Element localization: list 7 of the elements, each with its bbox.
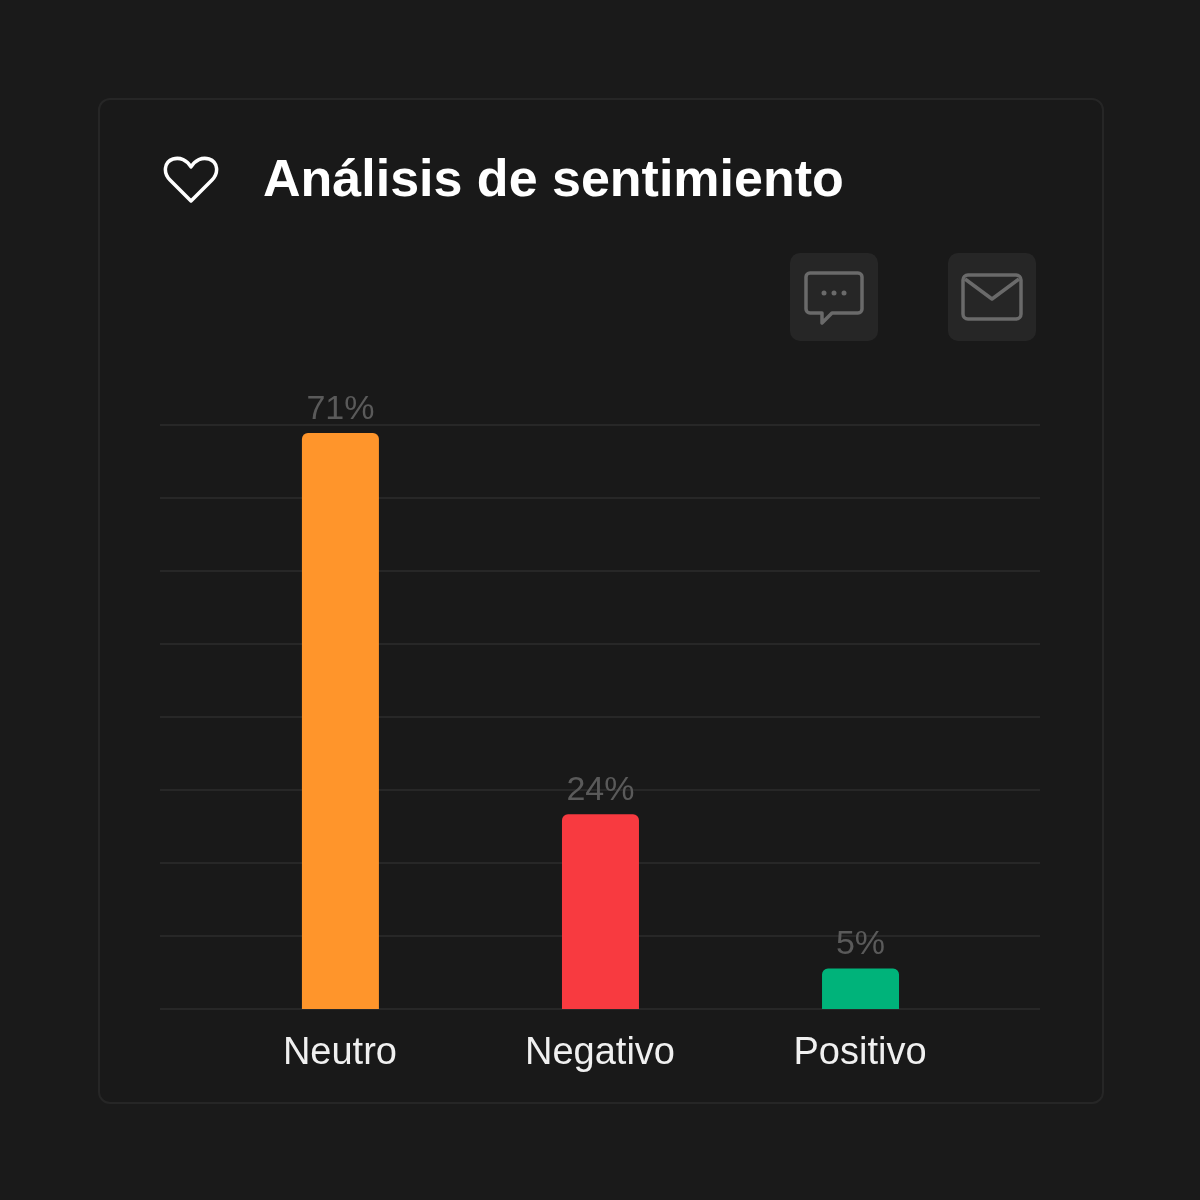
data-label: 5% <box>835 923 886 962</box>
chart-title: Análisis de sentimiento <box>263 148 844 208</box>
x-tick-label: Negativo <box>525 1029 675 1072</box>
x-tick-label: Positivo <box>793 1029 927 1072</box>
data-label: 24% <box>566 769 635 808</box>
x-tick-label: Neutro <box>282 1029 397 1072</box>
data-label: 71% <box>306 388 375 427</box>
